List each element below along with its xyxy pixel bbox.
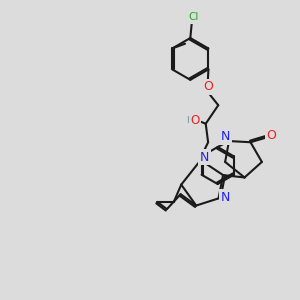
Text: O: O [203,80,213,93]
Text: N: N [220,191,230,204]
Text: N: N [200,151,209,164]
Text: H: H [186,116,192,125]
Text: O: O [266,129,276,142]
Text: Cl: Cl [188,12,199,22]
Text: O: O [190,114,200,127]
Text: N: N [221,130,230,143]
